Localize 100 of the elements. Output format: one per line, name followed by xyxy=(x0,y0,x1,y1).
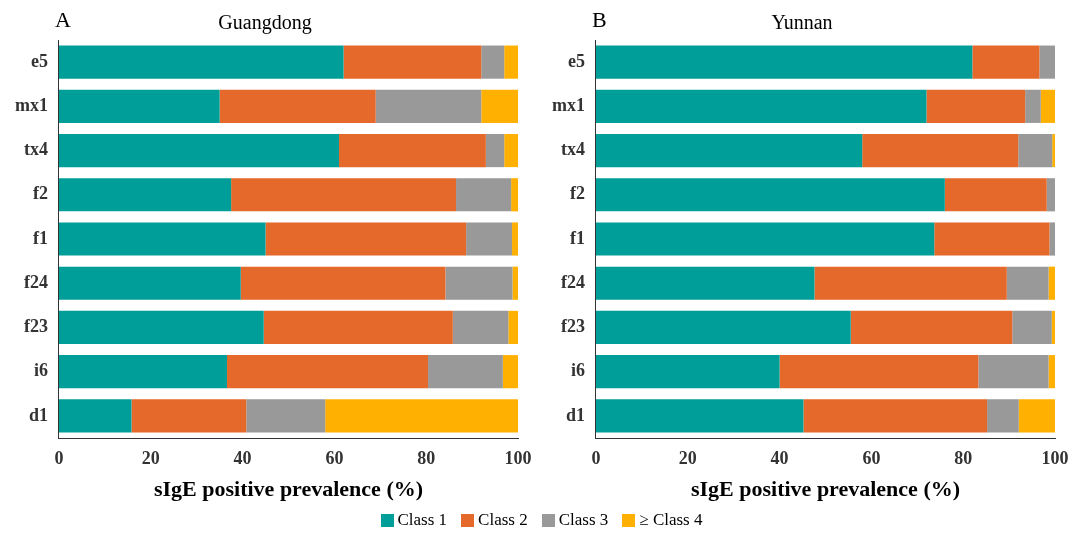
bar xyxy=(595,266,815,300)
y-tick-label: mx1 xyxy=(551,94,585,115)
bar xyxy=(131,399,247,433)
bar xyxy=(240,266,446,300)
bar xyxy=(814,266,1007,300)
bar xyxy=(504,45,518,79)
y-tick-label: i6 xyxy=(570,360,585,381)
bar xyxy=(375,89,482,123)
x-tick-label: 20 xyxy=(141,448,160,469)
y-tick-label: f24 xyxy=(23,271,48,292)
y-tick-label: f1 xyxy=(32,227,48,248)
y-tick-label: tx4 xyxy=(560,139,585,160)
y-tick-label: f1 xyxy=(569,227,585,248)
bar xyxy=(850,310,1013,345)
bar xyxy=(978,355,1049,389)
bar xyxy=(934,222,1050,256)
y-tick-label: f23 xyxy=(560,316,585,337)
bar xyxy=(58,355,227,389)
y-tick-label: e5 xyxy=(567,50,585,71)
bar xyxy=(1052,133,1055,168)
bar xyxy=(226,355,429,389)
bar xyxy=(803,399,988,433)
bar xyxy=(508,310,518,345)
bar xyxy=(58,310,264,345)
bar xyxy=(58,266,241,300)
bar xyxy=(481,45,505,79)
bar xyxy=(428,355,503,389)
legend-label: Class 1 xyxy=(397,510,448,530)
bar xyxy=(595,89,927,123)
legend-label: ≥ Class 4 xyxy=(639,510,703,530)
bar xyxy=(502,355,518,389)
bar xyxy=(595,222,935,256)
bar xyxy=(1025,89,1041,123)
x-tick-label: 60 xyxy=(325,448,344,469)
bar xyxy=(265,222,467,256)
bar xyxy=(452,310,509,345)
bar xyxy=(231,178,457,212)
bar xyxy=(595,45,973,79)
x-tick-label: 80 xyxy=(954,448,973,469)
bar xyxy=(58,45,344,79)
chart-title: Guangdong xyxy=(218,11,312,35)
x-tick-label: 20 xyxy=(678,448,697,469)
bar xyxy=(972,45,1040,79)
bar xyxy=(58,89,220,123)
y-tick-label: f2 xyxy=(32,183,48,204)
y-tick-label: f23 xyxy=(23,316,48,337)
bar xyxy=(1018,399,1055,433)
bar xyxy=(944,178,1047,212)
x-tick-label: 60 xyxy=(862,448,881,469)
bar xyxy=(511,178,518,212)
bar xyxy=(1051,310,1055,345)
bar xyxy=(481,89,518,123)
text: B xyxy=(591,6,607,32)
bar xyxy=(445,266,513,300)
bar xyxy=(926,89,1026,123)
x-tick-label: 100 xyxy=(1041,448,1069,469)
x-tick-label: 40 xyxy=(233,448,252,469)
bar xyxy=(325,399,518,433)
y-tick-label: d1 xyxy=(28,404,48,425)
bar xyxy=(58,399,132,433)
bar xyxy=(1018,133,1053,168)
x-tick-label: 0 xyxy=(54,448,64,469)
chart-title: Yunnan xyxy=(771,11,833,34)
bar xyxy=(338,133,486,168)
y-tick-label: f24 xyxy=(560,271,585,292)
y-tick-label: d1 xyxy=(565,404,585,425)
y-tick-label: e5 xyxy=(30,50,48,71)
y-tick-label: tx4 xyxy=(23,139,48,160)
bar xyxy=(504,133,518,168)
y-tick-label: i6 xyxy=(33,360,48,381)
bar xyxy=(595,178,945,212)
bar xyxy=(1048,266,1055,300)
y-tick-label: mx1 xyxy=(14,94,48,115)
bar xyxy=(246,399,326,433)
bar xyxy=(1012,310,1052,345)
x-tick-label: 40 xyxy=(770,448,789,469)
bar xyxy=(862,133,1019,168)
bar xyxy=(1048,355,1055,389)
bar xyxy=(58,178,232,212)
x-tick-label: 100 xyxy=(504,448,532,469)
bar xyxy=(512,222,518,256)
x-axis-title: sIgE positive prevalence (%) xyxy=(690,476,961,502)
bar xyxy=(779,355,979,389)
bar xyxy=(595,310,851,345)
bar xyxy=(456,178,512,212)
y-tick-label: f2 xyxy=(569,183,585,204)
bar xyxy=(512,266,518,300)
x-tick-label: 80 xyxy=(417,448,436,469)
bar xyxy=(485,133,505,168)
legend-label: Class 2 xyxy=(478,510,528,530)
bar xyxy=(1006,266,1049,300)
bar xyxy=(466,222,513,256)
x-axis-title: sIgE positive prevalence (%) xyxy=(153,476,424,502)
bar xyxy=(219,89,376,123)
bar xyxy=(263,310,453,345)
bar xyxy=(595,399,804,433)
bar xyxy=(58,133,339,168)
bar xyxy=(1049,222,1055,256)
bar xyxy=(595,133,863,168)
bar xyxy=(987,399,1019,433)
